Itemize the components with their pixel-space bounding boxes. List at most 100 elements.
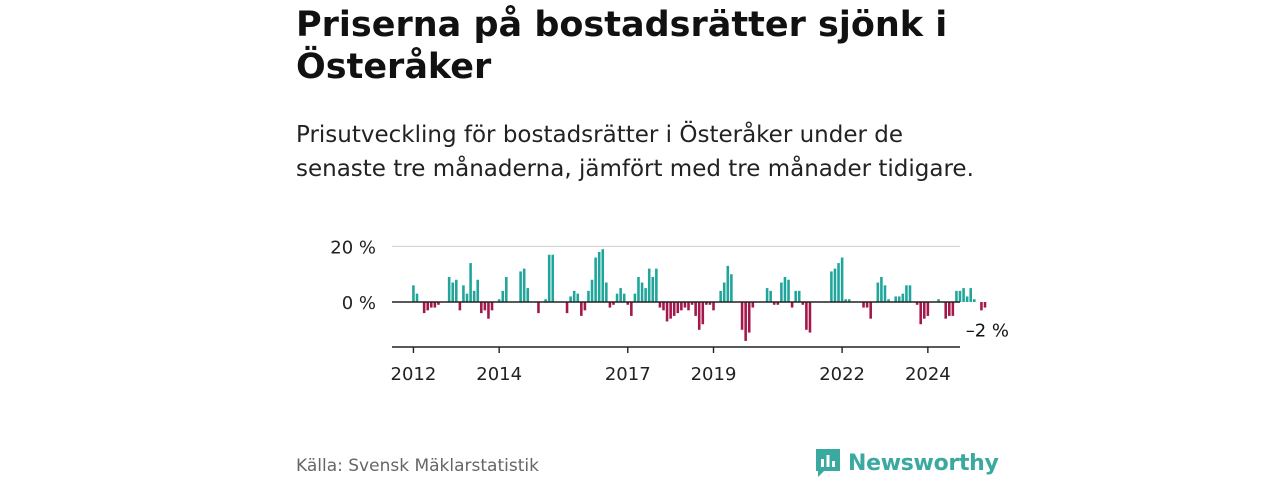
chart-bar xyxy=(605,282,608,302)
chart-bar xyxy=(801,302,805,305)
chart-bar xyxy=(765,288,769,302)
chart-bar xyxy=(833,268,837,302)
x-tick-label: 2022 xyxy=(819,364,865,385)
chart-bar xyxy=(837,263,840,302)
chart-bar xyxy=(830,271,833,302)
chart-bar xyxy=(580,302,583,316)
chart-bar xyxy=(544,299,547,302)
chart-bar xyxy=(862,302,865,308)
chart-bar xyxy=(601,249,605,302)
chart-bar xyxy=(937,299,940,302)
chart-bar xyxy=(565,302,569,314)
chart-bar xyxy=(462,285,465,302)
chart-bar xyxy=(951,302,955,316)
chart-bar xyxy=(744,302,747,341)
chart-bar xyxy=(622,293,626,302)
chart-bar xyxy=(726,265,730,302)
chart-bar xyxy=(522,268,526,302)
chart-bar xyxy=(797,290,801,302)
bar-chart: 0 % 20 % 2012 2014 2017 2019 2022 2024 –2 % xyxy=(330,237,1009,385)
chart-bar xyxy=(626,302,630,305)
chart-bar xyxy=(697,302,701,330)
chart-bar xyxy=(672,302,676,316)
chart-bar xyxy=(655,268,658,302)
chart-bar xyxy=(476,279,480,302)
newsworthy-logo-icon xyxy=(816,449,840,477)
chart-bar xyxy=(483,302,487,311)
chart-bar xyxy=(412,285,415,302)
chart-bar xyxy=(587,290,590,302)
chart-bar xyxy=(619,288,622,302)
chart-bar xyxy=(490,302,494,311)
chart-bar xyxy=(680,302,683,311)
chart-bar xyxy=(647,268,651,302)
last-value-label: –2 % xyxy=(966,321,1009,342)
chart-bar xyxy=(772,302,776,305)
chart-bar xyxy=(437,302,440,305)
chart-bar xyxy=(780,282,783,302)
chart-bar xyxy=(708,302,712,305)
chart-bar xyxy=(426,302,430,311)
chart-bar xyxy=(776,302,780,305)
x-tick-label: 2014 xyxy=(476,364,522,385)
chart-bar xyxy=(590,279,594,302)
chart-bar xyxy=(740,302,744,330)
chart-bar xyxy=(719,290,722,302)
chart-bar xyxy=(722,282,726,302)
y-tick-label: 0 % xyxy=(342,293,376,314)
chart-bar xyxy=(705,302,708,305)
chart-bar xyxy=(576,293,580,302)
chart-bar xyxy=(787,279,790,302)
chart-bar xyxy=(701,302,705,325)
chart-bar xyxy=(547,254,551,302)
chart-bar xyxy=(651,276,655,302)
chart-bar xyxy=(630,302,633,316)
chart-bar xyxy=(905,285,908,302)
y-tick-label: 20 % xyxy=(330,237,376,258)
chart-bar xyxy=(430,302,433,308)
chart-bar xyxy=(883,285,887,302)
chart-bar xyxy=(451,282,455,302)
chart-bar xyxy=(465,293,469,302)
chart-bar xyxy=(597,251,601,302)
chart-bar xyxy=(751,302,755,308)
chart-bar xyxy=(469,263,472,302)
source-note: Källa: Svensk Mäklarstatistik xyxy=(296,456,539,476)
chart-bar xyxy=(644,288,647,302)
chart-bar xyxy=(948,302,951,316)
chart-bar xyxy=(526,288,530,302)
chart-bar xyxy=(472,290,476,302)
x-tick-label: 2024 xyxy=(905,364,951,385)
chart-bar xyxy=(608,302,612,308)
chart-bar xyxy=(501,290,505,302)
chart-bar xyxy=(808,302,812,333)
chart-bar xyxy=(915,302,919,305)
chart-bar xyxy=(897,296,901,302)
chart-bar xyxy=(594,257,597,302)
chart-bar xyxy=(880,276,883,302)
chart-bar xyxy=(615,293,619,302)
chart-bar xyxy=(497,299,501,302)
chart-bar xyxy=(973,299,976,302)
chart-bar xyxy=(887,299,890,302)
chart-bar xyxy=(433,302,437,308)
chart-bar xyxy=(662,302,665,311)
chart-bar xyxy=(569,296,572,302)
chart-bar xyxy=(958,290,962,302)
chart-bar xyxy=(847,299,851,302)
chart-bar xyxy=(926,302,930,316)
chart-bar xyxy=(422,302,426,314)
chart-bar xyxy=(458,302,462,311)
chart-bar xyxy=(583,302,587,311)
chart-bar xyxy=(844,299,847,302)
x-tick-label: 2017 xyxy=(605,364,651,385)
newsworthy-logo[interactable]: Newsworthy xyxy=(814,447,999,479)
chart-bar xyxy=(840,257,844,302)
chart-bar xyxy=(712,302,715,311)
chart-bar xyxy=(747,302,751,333)
chart-bar xyxy=(447,276,451,302)
chart-bar xyxy=(962,288,965,302)
chart-bar xyxy=(922,302,926,319)
chart-bar xyxy=(683,302,687,308)
chart-bar xyxy=(980,302,983,311)
